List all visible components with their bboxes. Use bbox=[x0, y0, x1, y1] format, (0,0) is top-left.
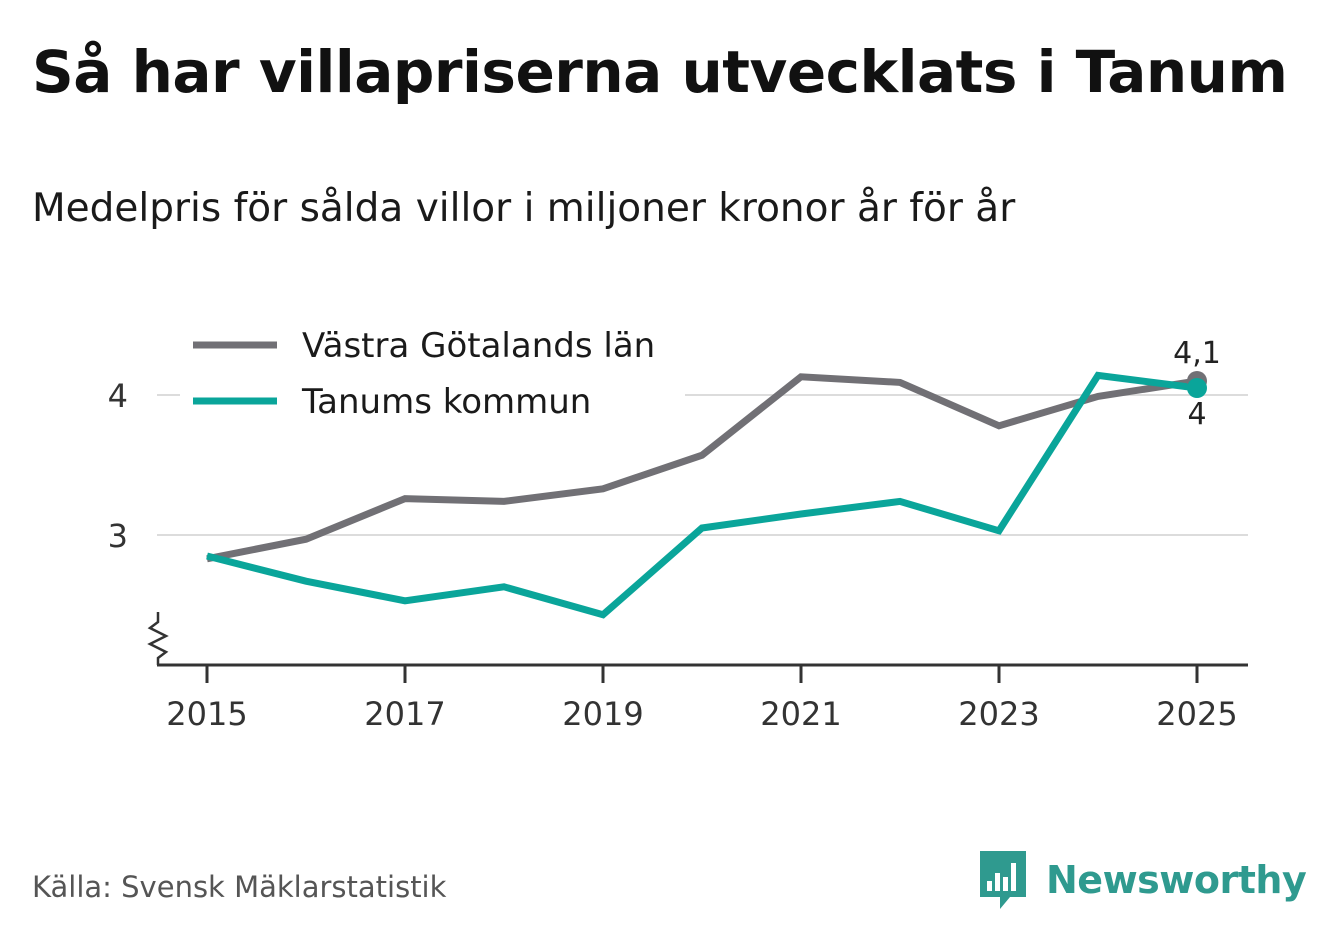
brand-name: Newsworthy bbox=[1046, 858, 1307, 902]
y-tick-label: 3 bbox=[108, 517, 128, 555]
x-tick-label: 2015 bbox=[166, 695, 247, 733]
series-line-tanum bbox=[206, 371, 1198, 619]
chart-subtitle: Medelpris för sålda villor i miljoner kr… bbox=[32, 186, 1016, 231]
series-end-label: 4,1 bbox=[1173, 336, 1221, 371]
y-axis-break-icon bbox=[147, 612, 169, 665]
brand-logo: Newsworthy bbox=[980, 850, 1307, 910]
legend-label: Västra Götalands län bbox=[302, 326, 655, 366]
y-tick-label: 4 bbox=[108, 377, 128, 415]
x-tick-label: 2019 bbox=[562, 695, 643, 733]
series-end-label: 4 bbox=[1187, 397, 1206, 432]
x-tick-label: 2017 bbox=[364, 695, 445, 733]
newsworthy-logo-icon bbox=[980, 851, 1026, 909]
series-end-point bbox=[1187, 378, 1207, 398]
series-line-vastra-gotaland bbox=[206, 373, 1198, 563]
x-tick-label: 2025 bbox=[1156, 695, 1237, 733]
source-note: Källa: Svensk Mäklarstatistik bbox=[32, 870, 447, 904]
legend-label: Tanums kommun bbox=[301, 382, 591, 422]
legend-background bbox=[180, 320, 685, 430]
chart-title: Så har villapriserna utvecklats i Tanum bbox=[32, 38, 1288, 106]
x-tick-label: 2021 bbox=[760, 695, 841, 733]
x-tick-label: 2023 bbox=[958, 695, 1039, 733]
